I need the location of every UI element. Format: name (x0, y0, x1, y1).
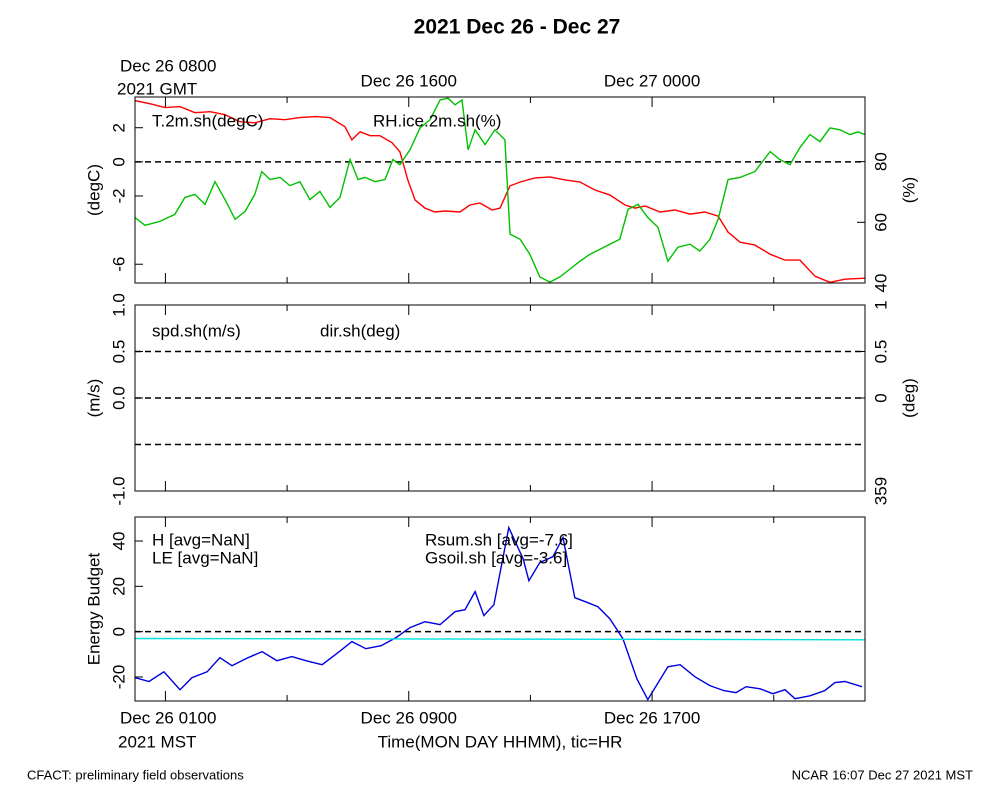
y2-axis-label: (%) (899, 177, 918, 203)
legend-entry: H [avg=NaN] (152, 530, 250, 549)
chart-title: 2021 Dec 26 - Dec 27 (414, 16, 621, 39)
y-tick-label: 40 (109, 532, 128, 551)
x2-tick-label: Dec 26 1600 (361, 71, 457, 90)
y-tick-label: 1.0 (109, 293, 128, 317)
y2-tick-label: 1 (871, 300, 890, 309)
plot-frame (134, 96, 866, 284)
y-tick-label: -20 (109, 665, 128, 690)
footer-right: NCAR 16:07 Dec 27 2021 MST (792, 767, 973, 782)
legend-entry: spd.sh(m/s) (152, 321, 241, 340)
x2-tick-label: Dec 26 0800 (120, 56, 216, 75)
legend-entry: LE [avg=NaN] (152, 548, 258, 567)
y2-tick-label: 40 (871, 274, 890, 293)
legend-entry: Gsoil.sh [avg=-3.6] (425, 548, 567, 567)
y-tick-label: 0.5 (109, 340, 128, 364)
y2-tick-label: 359 (871, 477, 890, 505)
y2-tick-label: 60 (871, 213, 890, 232)
x-tick-label: Dec 26 0900 (361, 708, 457, 727)
x2-tick-label: Dec 27 0000 (604, 71, 700, 90)
y-tick-label: 0.0 (109, 386, 128, 410)
y-axis-label: (degC) (84, 164, 103, 216)
x-tick-label: Dec 26 0100 (120, 708, 216, 727)
plot-frame (134, 516, 866, 702)
series-line (135, 637, 865, 641)
y2-tick-label: 80 (871, 152, 890, 171)
y2-tick-label: 0 (871, 393, 890, 402)
y-tick-label: 0 (109, 157, 128, 166)
y-tick-label: 0 (109, 627, 128, 636)
legend-entry: dir.sh(deg) (320, 321, 400, 340)
y-tick-label: -1.0 (109, 476, 128, 505)
y2-tick-label: 0.5 (871, 340, 890, 364)
y-axis-label: Energy Budget (84, 552, 103, 665)
footer-left: CFACT: preliminary field observations (27, 767, 244, 782)
series-line (135, 99, 865, 283)
x2-tick-sublabel: 2021 GMT (117, 79, 197, 98)
x-tick-label: Dec 26 1700 (604, 708, 700, 727)
y-tick-label: 20 (109, 577, 128, 596)
x-axis-label: Time(MON DAY HHMM), tic=HR (378, 732, 623, 751)
y-axis-label: (m/s) (84, 379, 103, 418)
y-tick-label: 2 (109, 123, 128, 132)
x-tick-sublabel: 2021 MST (118, 732, 196, 751)
legend-entry: Rsum.sh [avg=-7.6] (425, 530, 573, 549)
series-line (135, 97, 865, 283)
series-line (135, 525, 863, 701)
y2-axis-label: (deg) (899, 378, 918, 418)
y-tick-label: -2 (109, 188, 128, 203)
legend-entry: T.2m.sh(degC) (152, 111, 263, 130)
y-tick-label: -6 (109, 257, 128, 272)
legend-entry: RH.ice.2m.sh(%) (373, 111, 501, 130)
